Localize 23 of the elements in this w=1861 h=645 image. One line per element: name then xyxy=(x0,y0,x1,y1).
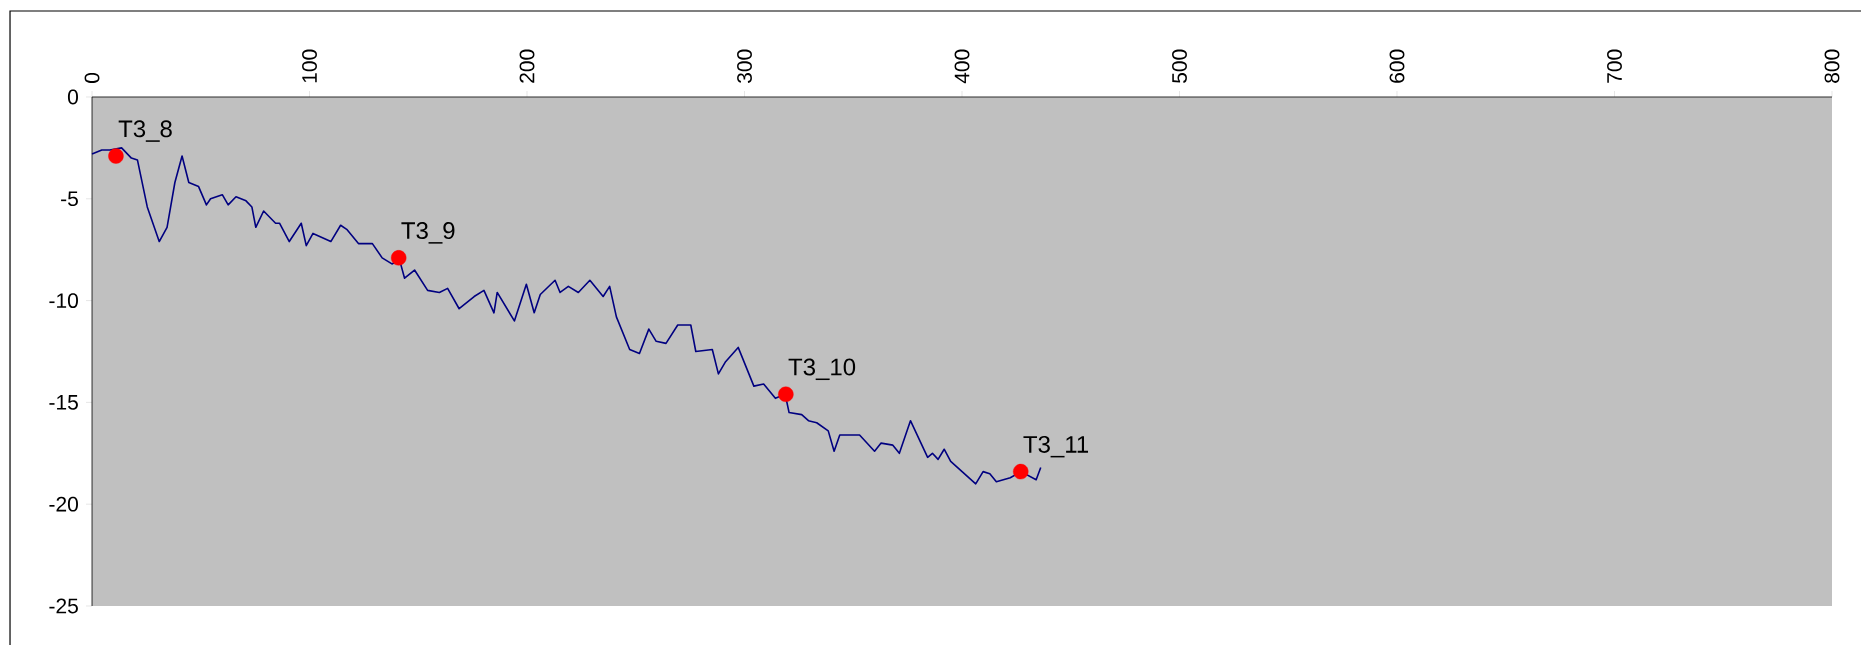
annotation: T3_9 xyxy=(401,222,455,244)
x-tick-label: 400 xyxy=(954,49,970,84)
point xyxy=(108,148,124,164)
annotation: T3_10 xyxy=(788,358,856,381)
x-tick-label: 300 xyxy=(737,49,752,83)
y-tick-label: 0 xyxy=(67,89,78,105)
x-tick-label: 500 xyxy=(1172,49,1187,83)
y-tick-label: -10 xyxy=(49,293,78,309)
point xyxy=(1013,463,1029,480)
annotation: T3_8 xyxy=(118,120,172,142)
x-tick-label: 200 xyxy=(519,49,535,83)
y-tick-label: -15 xyxy=(49,395,78,410)
x-tick-label: 100 xyxy=(302,49,317,83)
y-tick-label: -25 xyxy=(49,598,78,614)
x-tick-label: 800 xyxy=(1824,49,1840,83)
x-tick-label: 0 xyxy=(84,72,100,83)
x-tick-label: 600 xyxy=(1389,49,1405,83)
y-tick-label: -20 xyxy=(49,496,78,512)
x-tick-label: 700 xyxy=(1607,49,1622,83)
point xyxy=(390,250,407,266)
point xyxy=(778,386,794,402)
annotation: T3_11 xyxy=(1023,435,1089,458)
y-tick-label: -5 xyxy=(61,191,78,207)
